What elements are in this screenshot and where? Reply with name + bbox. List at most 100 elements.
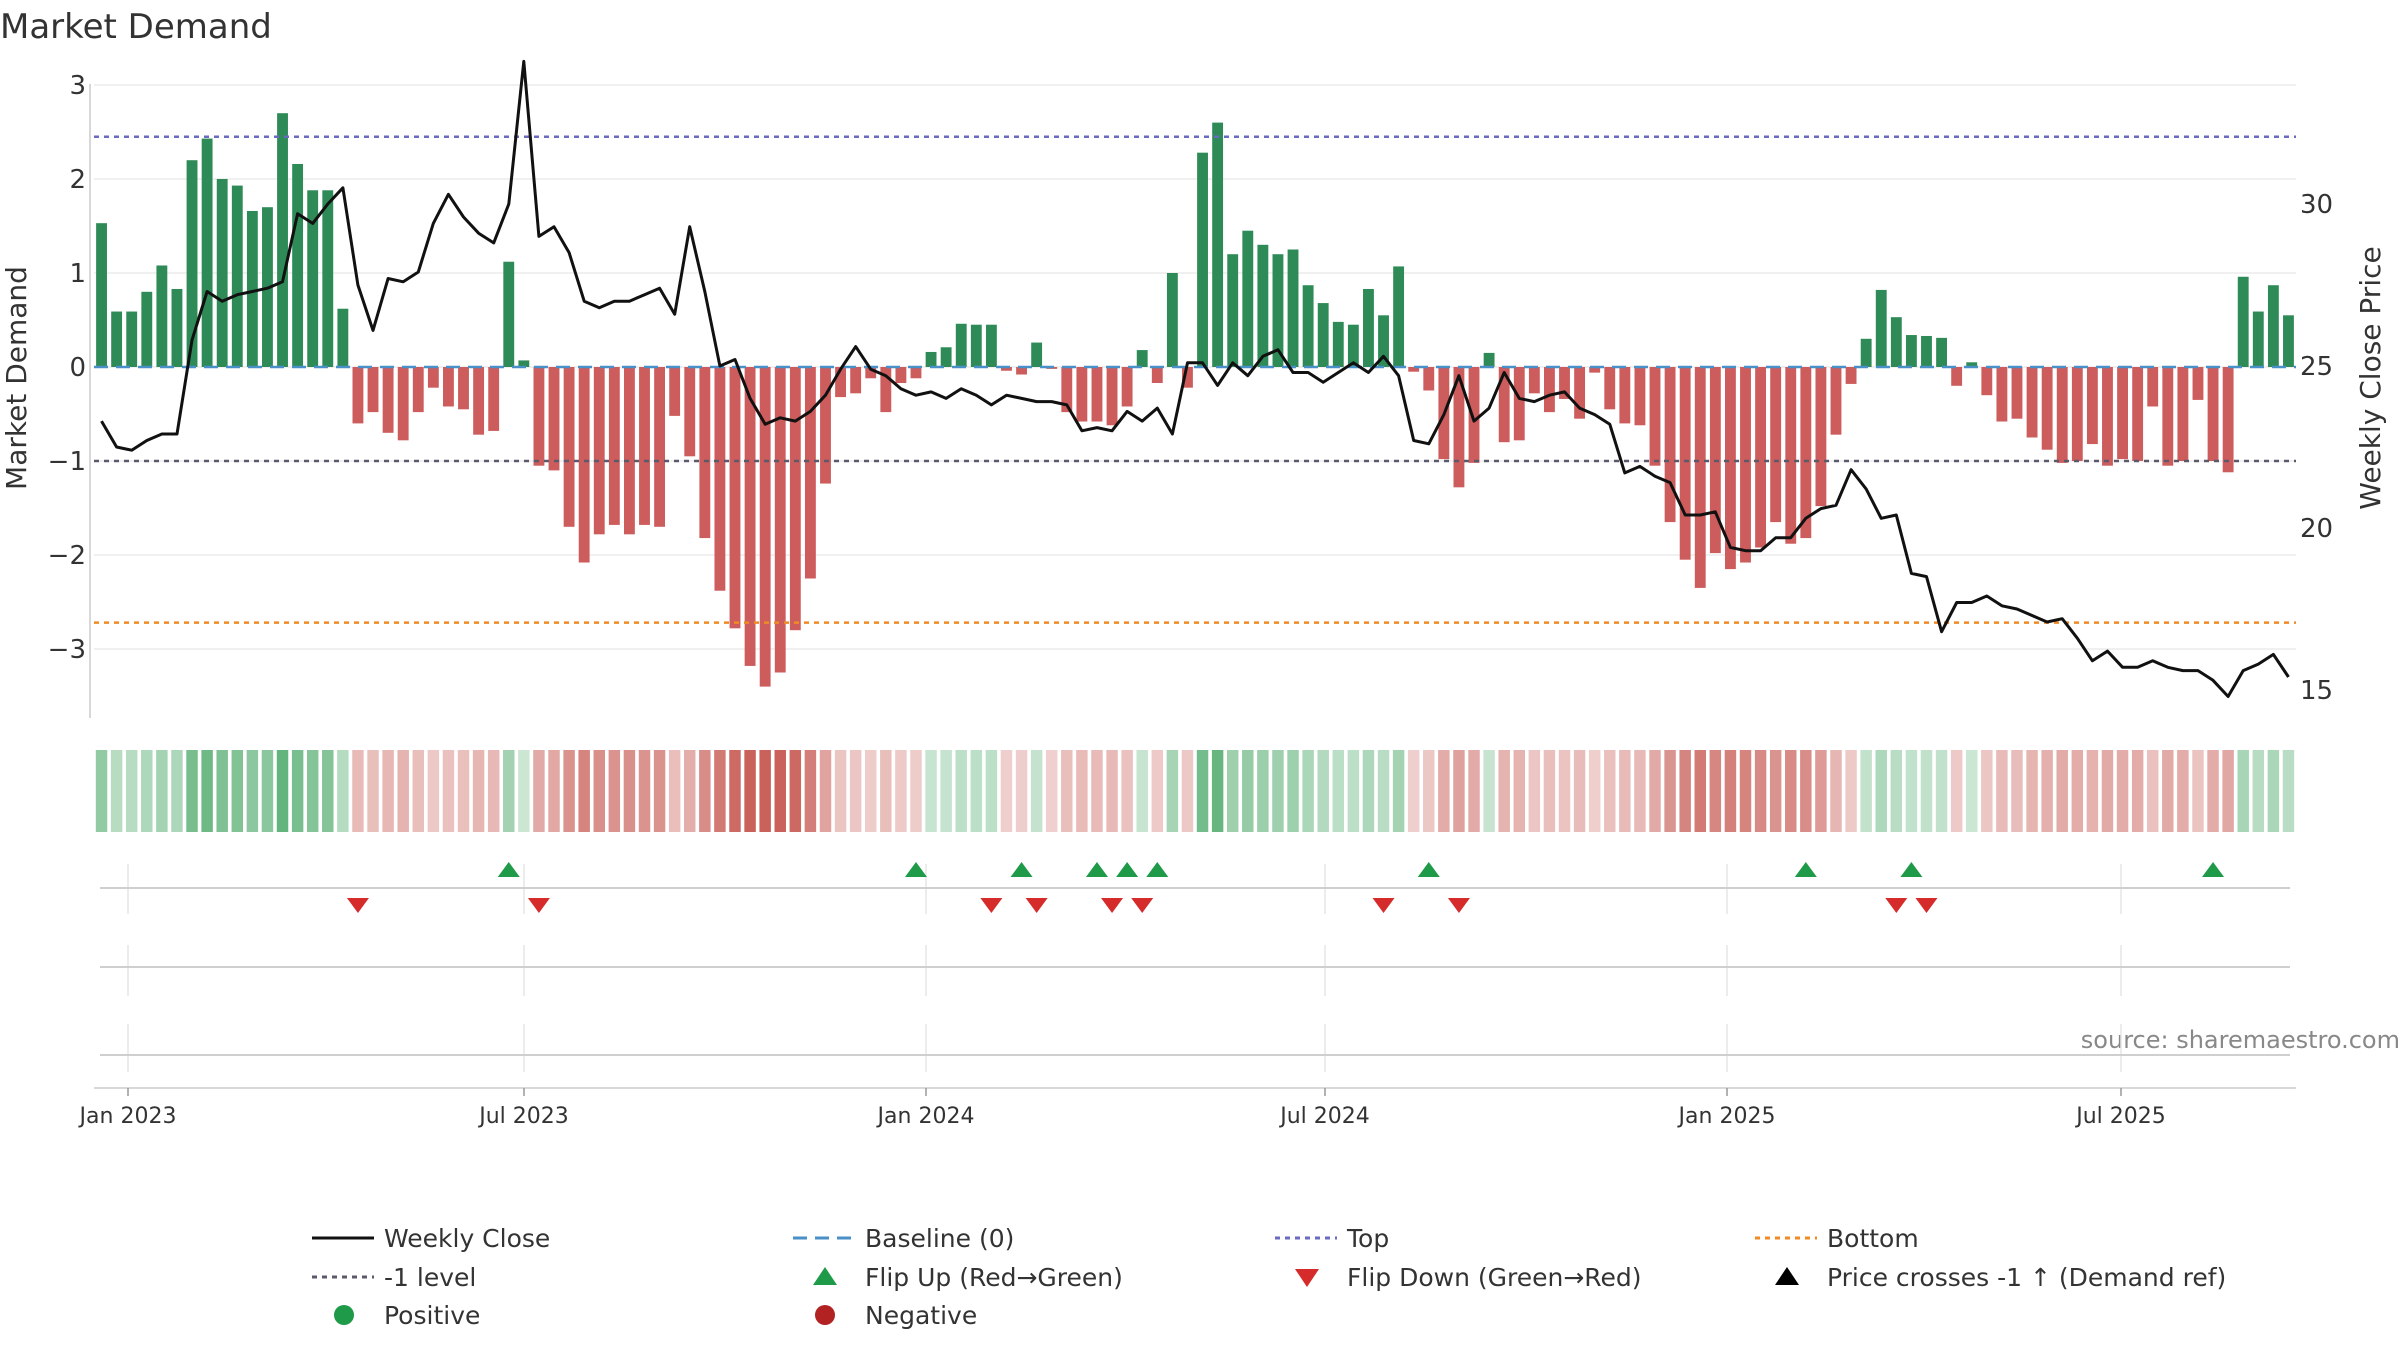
demand-bar	[307, 190, 319, 367]
demand-bar	[2237, 276, 2249, 367]
heatmap-cell	[849, 750, 862, 832]
flip-down-marker	[980, 898, 1003, 913]
demand-bar	[744, 367, 756, 666]
heatmap-cell	[2131, 750, 2144, 832]
demand-bar	[141, 291, 153, 367]
demand-bar	[2041, 367, 2053, 450]
heatmap-cell	[925, 750, 937, 832]
heatmap-cell	[789, 750, 802, 832]
heatmap-cell	[1317, 750, 1329, 832]
heatmap-cell	[2177, 750, 2189, 832]
demand-bar	[443, 367, 454, 407]
heatmap-cell	[1015, 750, 1028, 832]
demand-bar	[352, 367, 364, 424]
demand-bar	[940, 347, 952, 367]
heatmap-cell	[608, 750, 621, 832]
flip-up-marker	[1010, 862, 1033, 877]
demand-bar	[593, 367, 605, 535]
demand-bar	[1996, 367, 2008, 422]
demand-bar	[1483, 352, 1495, 367]
demand-bar	[1378, 315, 1389, 367]
demand-bar	[1770, 367, 1782, 523]
heatmap-cell	[1830, 750, 1842, 832]
x-tick-label: Jan 2023	[78, 1104, 177, 1129]
demand-bar	[1740, 367, 1751, 563]
heatmap-cell	[1226, 750, 1239, 832]
demand-bar	[518, 360, 530, 367]
x-tick-label: Jan 2025	[1677, 1104, 1776, 1129]
legend-label: Positive	[384, 1301, 480, 1330]
heatmap-cell	[1800, 750, 1812, 832]
demand-bar	[1724, 367, 1736, 570]
heatmap-cell	[653, 750, 666, 832]
demand-bar	[412, 367, 424, 413]
demand-bar	[2086, 367, 2098, 445]
demand-bar	[1498, 367, 1510, 443]
heatmap-cell	[2101, 750, 2114, 832]
demand-bar	[231, 185, 243, 367]
demand-bar	[850, 367, 862, 394]
source-note: source: sharemaestro.com	[2081, 1026, 2400, 1054]
heatmap-cell	[729, 750, 741, 832]
demand-bar	[1076, 367, 1088, 422]
flip-up-marker	[1146, 862, 1169, 877]
demand-bar	[1815, 367, 1827, 507]
demand-bar	[458, 367, 469, 410]
flip-up-marker	[1116, 862, 1139, 877]
demand-bar	[669, 367, 681, 416]
legend-up-triangle-swatch	[1775, 1267, 1799, 1285]
heatmap-cell	[171, 750, 183, 832]
demand-bar	[1875, 289, 1887, 367]
heatmap-cell	[1302, 750, 1314, 832]
heatmap-cell	[623, 750, 636, 832]
heatmap-cell	[1498, 750, 1510, 832]
demand-bar	[1845, 367, 1857, 384]
heatmap-cell	[1724, 750, 1737, 832]
heatmap-cell	[1423, 750, 1435, 832]
heatmap-cell	[2041, 750, 2053, 832]
flip-down-marker	[1131, 898, 1154, 913]
heatmap-cell	[2056, 750, 2068, 832]
heatmap-cell	[1076, 750, 1088, 832]
heatmap-cell	[1588, 750, 1601, 832]
heatmap-cell	[231, 750, 244, 832]
demand-bar	[1649, 367, 1661, 466]
demand-bar	[623, 367, 635, 535]
y-right-tick-label: 15	[2300, 676, 2333, 706]
heatmap-cell	[2162, 750, 2174, 832]
heatmap-cell	[774, 750, 786, 832]
heatmap-cell	[2146, 750, 2159, 832]
heatmap-cell	[141, 750, 153, 832]
heatmap-cell	[1332, 750, 1345, 832]
demand-bar	[96, 223, 107, 367]
demand-bar	[970, 324, 982, 367]
demand-bar	[985, 324, 997, 367]
demand-bar	[1981, 367, 1993, 396]
demand-bar	[2207, 367, 2219, 461]
heatmap-cell	[1935, 750, 1948, 832]
demand-bar	[1031, 342, 1043, 367]
flip-down-marker	[1915, 898, 1938, 913]
demand-bar	[337, 308, 349, 367]
heatmap-cell	[1211, 750, 1224, 832]
heatmap-cell	[1000, 750, 1013, 832]
flip-up-marker	[2202, 862, 2225, 877]
y-axis-right-label: Weekly Close Price	[2354, 246, 2387, 509]
heatmap-cell	[593, 750, 605, 832]
demand-bar	[820, 367, 831, 484]
demand-bar	[1755, 367, 1767, 548]
demand-bar	[1966, 362, 1978, 367]
demand-bar	[1423, 367, 1435, 391]
demand-bar	[1468, 367, 1480, 463]
y-tick-label: 0	[69, 353, 86, 383]
flip-up-marker	[1417, 862, 1440, 877]
demand-bar	[789, 367, 801, 631]
heatmap-cell	[1785, 750, 1797, 832]
x-tick-label: Jul 2023	[477, 1104, 569, 1129]
demand-bar	[1227, 254, 1239, 367]
heatmap-cell	[1151, 750, 1164, 832]
heatmap-cell	[1920, 750, 1933, 832]
demand-bar	[1559, 367, 1570, 399]
flip-up-marker	[497, 862, 520, 877]
legend-label: Baseline (0)	[865, 1224, 1014, 1253]
